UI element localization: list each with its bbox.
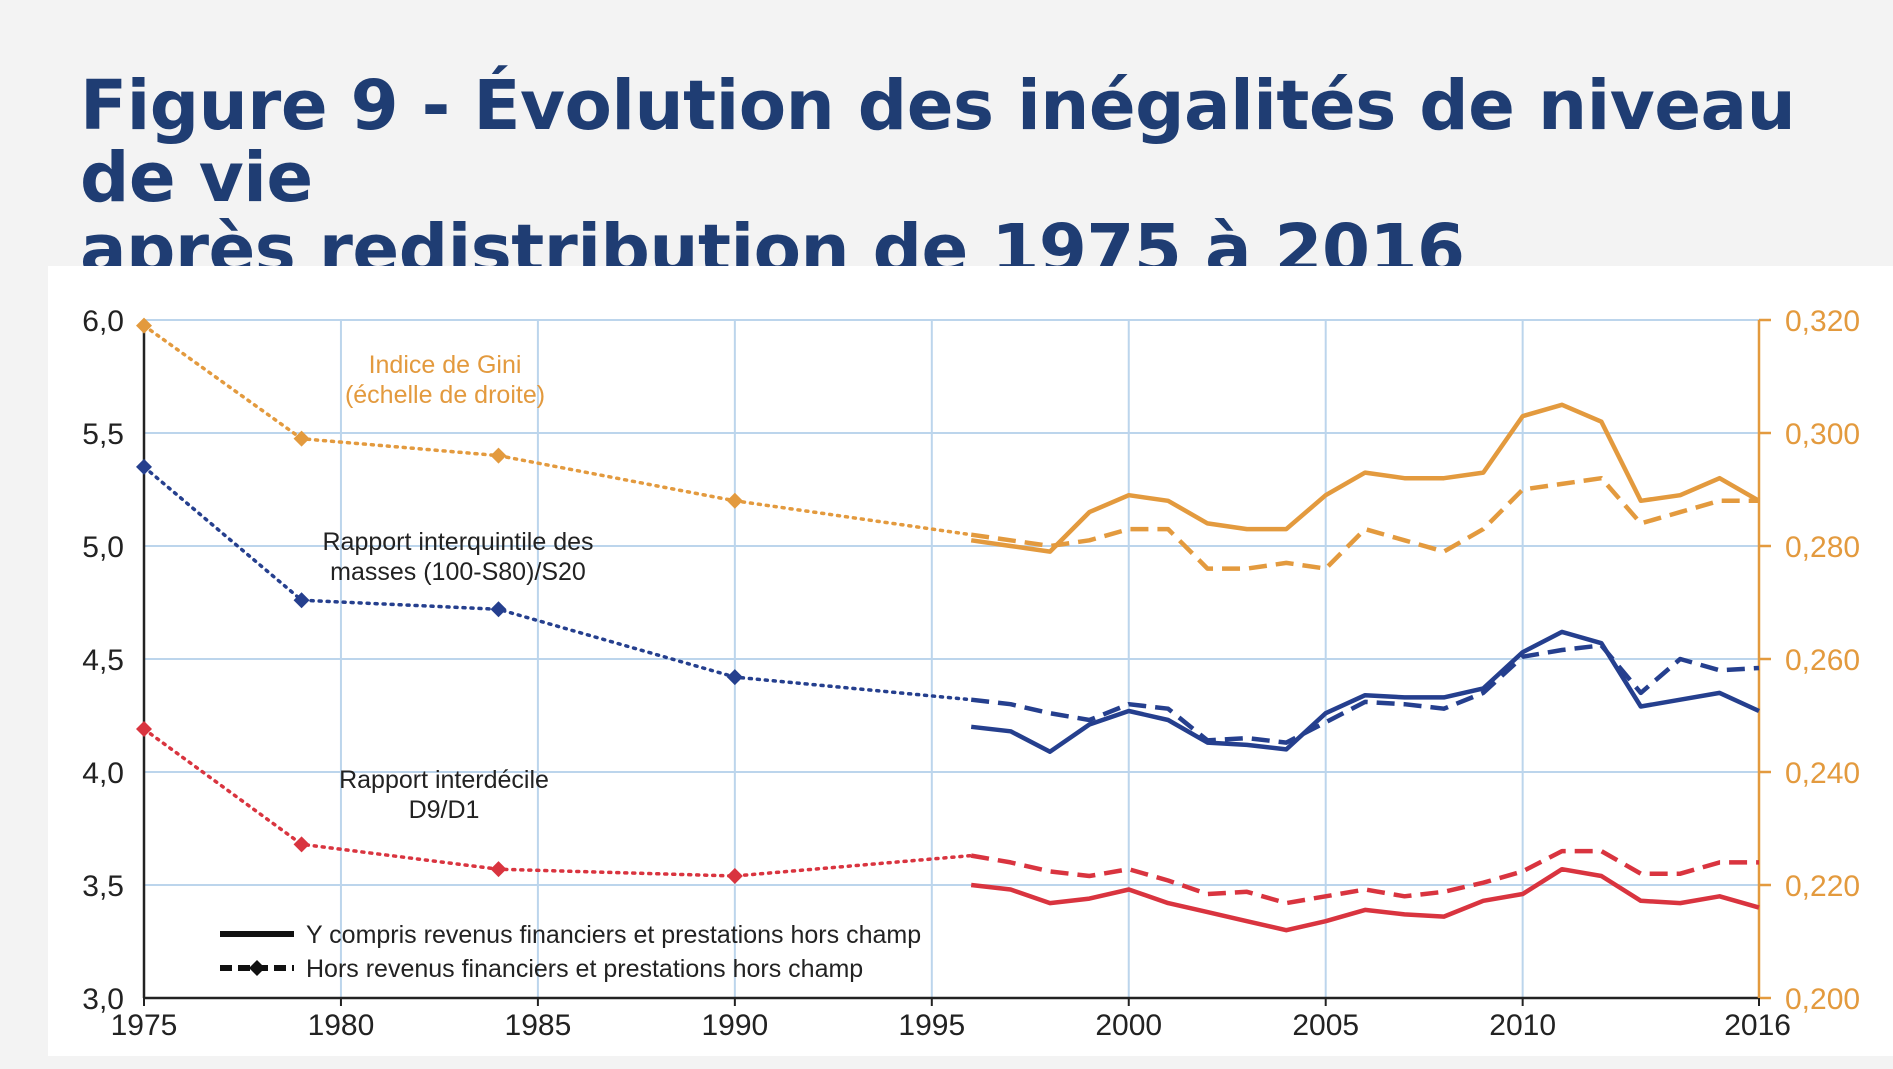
data-point-gini [490, 447, 507, 464]
x-tick-label: 1995 [898, 1009, 965, 1042]
tick-labels: 3,0 3,5 4,0 4,5 5,0 5,5 6,0 0,200 0,220 0,240 0,26… [82, 305, 1860, 1042]
series-line-gini-dotted [142, 323, 973, 537]
figure-title-line-1: Figure 9 - Évolution des inégalités de n… [80, 66, 1796, 218]
data-point-decile [490, 861, 507, 878]
y-left-tick-label: 5,0 [82, 531, 124, 564]
data-point-gini [726, 492, 743, 509]
grid-lines [144, 319, 1759, 998]
x-tick-label: 2016 [1724, 1009, 1791, 1042]
y-right-tick-label: 0,280 [1785, 531, 1860, 564]
legend-dashed-label: Hors revenus financiers et prestations h… [306, 955, 863, 983]
data-point-quintile [136, 458, 152, 475]
series-line-quintile-solid [970, 629, 1760, 754]
y-right-tick-label: 0,260 [1785, 644, 1860, 677]
data-point-decile [293, 836, 310, 853]
annotation-decile: D9/D1 [409, 796, 480, 824]
axes [142, 318, 1771, 1006]
inequality-line-chart: 3,0 3,5 4,0 4,5 5,0 5,5 6,0 0,200 0,220 0,240 0,26… [82, 305, 1860, 1042]
y-left-tick-label: 4,5 [82, 644, 124, 677]
y-left-tick-label: 5,5 [82, 418, 124, 451]
x-tick-label: 1975 [111, 1009, 178, 1042]
series-line-gini-solid [970, 402, 1761, 554]
legend-dashed-marker [249, 960, 265, 976]
y-left-tick-label: 3,0 [82, 983, 124, 1016]
x-tick-label: 1980 [308, 1009, 375, 1042]
x-tick-label: 2010 [1489, 1009, 1556, 1042]
y-left-tick-label: 6,0 [82, 305, 124, 338]
data-point-gini [293, 430, 310, 447]
x-tick-label: 1990 [701, 1009, 768, 1042]
annotation-decile: Rapport interdécile [339, 766, 549, 794]
annotation-gini: Indice de Gini [369, 351, 522, 379]
y-left-tick-label: 3,5 [82, 870, 124, 903]
y-right-tick-label: 0,200 [1785, 983, 1860, 1016]
y-right-tick-label: 0,320 [1785, 305, 1860, 338]
annotation-gini: (échelle de droite) [345, 381, 545, 409]
data-series [136, 317, 1761, 933]
y-right-tick-label: 0,240 [1785, 757, 1860, 790]
series-line-gini-dashed [970, 475, 1759, 571]
x-tick-label: 1985 [505, 1009, 572, 1042]
legend-solid-label: Y compris revenus financiers et prestati… [306, 921, 921, 949]
series-annotations: Indice de Gini(échelle de droite) Rapport… [323, 351, 594, 824]
x-tick-label: 2000 [1095, 1009, 1162, 1042]
figure-title: Figure 9 - Évolution des inégalités de n… [80, 70, 1870, 286]
data-point-quintile [293, 592, 310, 609]
y-right-tick-label: 0,300 [1785, 418, 1860, 451]
series-line-decile-dotted [142, 727, 973, 878]
data-point-decile [726, 867, 743, 884]
data-point-gini [136, 317, 152, 334]
chart-legend: Y compris revenus financiers et prestati… [220, 921, 921, 983]
y-left-tick-label: 4,0 [82, 757, 124, 790]
y-right-tick-label: 0,220 [1785, 870, 1860, 903]
x-tick-label: 2005 [1292, 1009, 1359, 1042]
data-point-decile [136, 721, 152, 738]
series-line-decile-solid [970, 866, 1760, 933]
annotation-quintile: masses (100-S80)/S20 [330, 558, 586, 586]
series-line-decile-dashed [970, 848, 1759, 906]
chart-panel: 3,0 3,5 4,0 4,5 5,0 5,5 6,0 0,200 0,220 0,240 0,26… [48, 266, 1893, 1056]
data-point-quintile [490, 601, 507, 618]
annotation-quintile: Rapport interquintile des [323, 528, 594, 556]
data-point-quintile [726, 669, 743, 686]
series-line-quintile-dashed [970, 643, 1760, 745]
